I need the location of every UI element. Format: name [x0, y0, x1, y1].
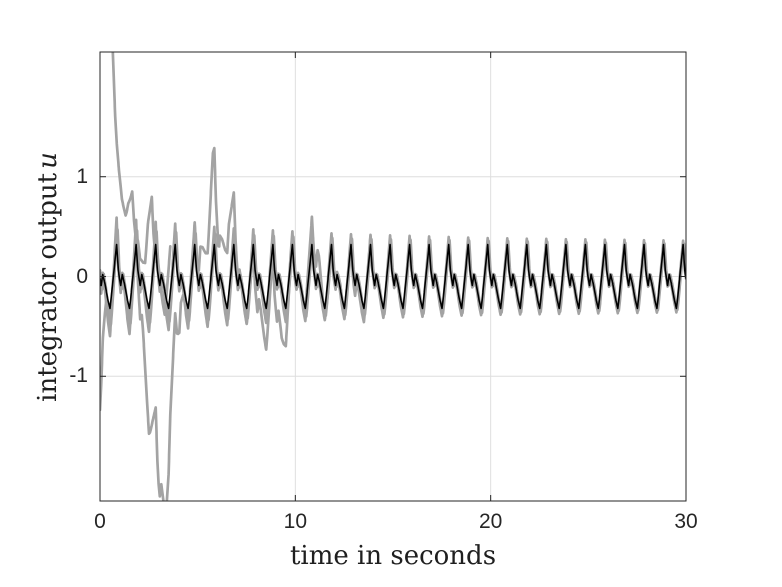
- x-tick-label-20: 20: [478, 510, 503, 533]
- y-tick-label-0: 0: [76, 264, 88, 288]
- x-axis-label: time in seconds: [289, 541, 497, 571]
- y-tick-label--1: -1: [69, 364, 88, 388]
- tick-marks: [99, 52, 687, 501]
- black-limit-cycle-line: [100, 243, 686, 310]
- gray-trajectory-dive-and-ring: [100, 146, 375, 501]
- x-tick-label-0: 0: [94, 510, 106, 533]
- x-tick-label-10: 10: [283, 510, 308, 533]
- series-group: [100, 52, 686, 501]
- x-tick-label-30: 30: [674, 510, 698, 533]
- y-tick-label-1: 1: [76, 164, 88, 188]
